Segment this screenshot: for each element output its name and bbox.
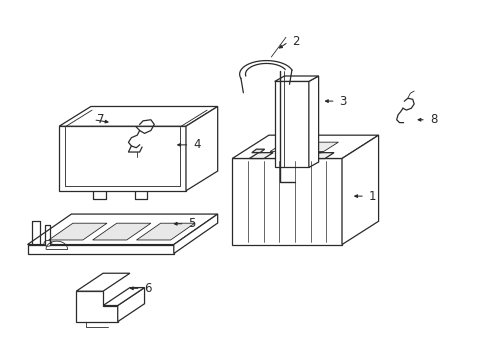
Polygon shape: [308, 76, 318, 167]
Polygon shape: [103, 288, 144, 306]
Polygon shape: [76, 273, 130, 291]
Polygon shape: [49, 223, 107, 240]
Text: 8: 8: [429, 113, 436, 126]
Text: 6: 6: [144, 282, 152, 295]
Polygon shape: [92, 223, 151, 240]
Polygon shape: [27, 214, 217, 244]
Polygon shape: [185, 107, 217, 191]
Polygon shape: [274, 76, 318, 81]
Text: 3: 3: [339, 95, 346, 108]
Polygon shape: [118, 288, 144, 321]
Polygon shape: [249, 153, 273, 158]
Circle shape: [44, 240, 52, 246]
Text: 4: 4: [193, 138, 201, 151]
Polygon shape: [310, 153, 333, 158]
Text: 5: 5: [188, 217, 195, 230]
Text: 2: 2: [292, 35, 299, 49]
Polygon shape: [76, 291, 118, 321]
Polygon shape: [136, 223, 194, 240]
Text: 1: 1: [368, 190, 376, 203]
Polygon shape: [251, 149, 264, 153]
Polygon shape: [232, 135, 378, 158]
Text: 7: 7: [97, 113, 104, 126]
Polygon shape: [312, 149, 325, 153]
Polygon shape: [232, 158, 341, 244]
Polygon shape: [269, 142, 338, 152]
Polygon shape: [59, 107, 217, 126]
Polygon shape: [59, 126, 185, 191]
Polygon shape: [341, 135, 378, 244]
Polygon shape: [173, 214, 217, 253]
Polygon shape: [27, 244, 173, 253]
Polygon shape: [274, 81, 308, 167]
